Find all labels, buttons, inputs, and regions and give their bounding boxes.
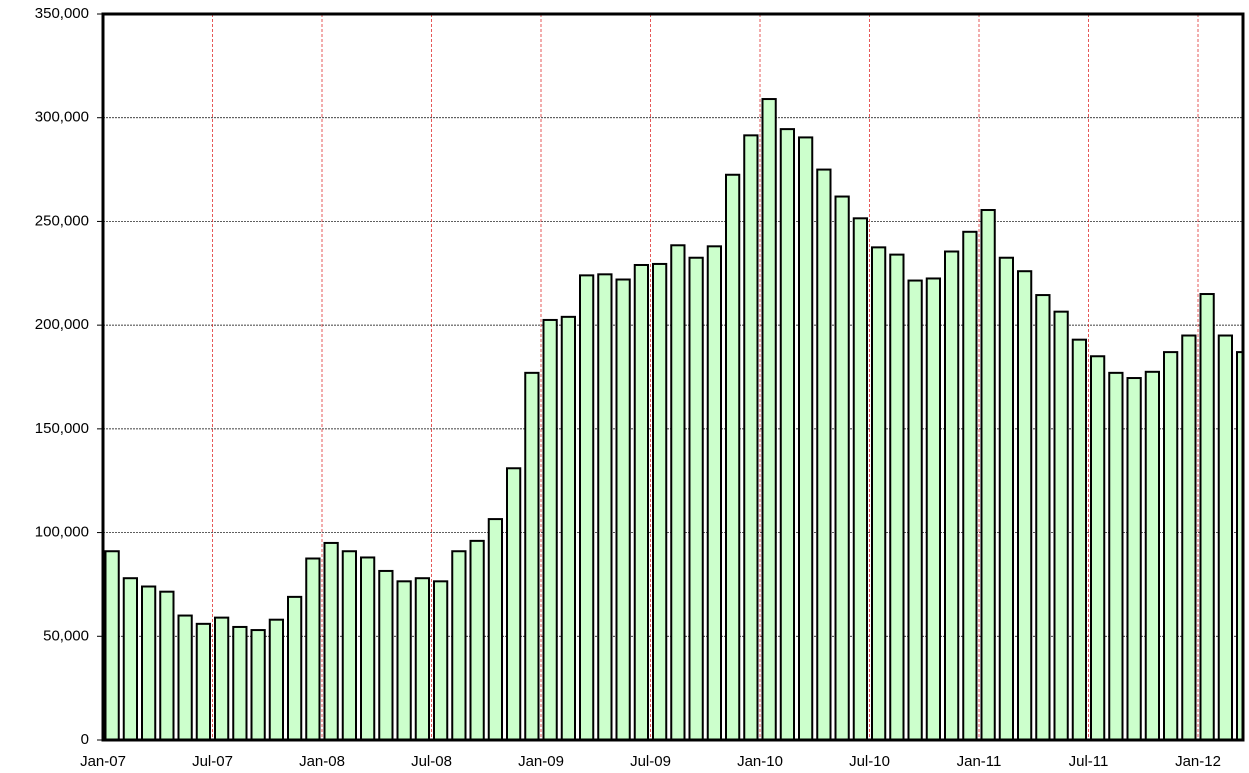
bar	[232, 625, 248, 740]
y-tick-label: 350,000	[35, 5, 89, 22]
bar	[652, 262, 668, 740]
bar	[122, 577, 138, 740]
bar	[104, 550, 120, 740]
bars	[104, 98, 1243, 740]
bar	[1053, 310, 1069, 740]
bar	[1017, 270, 1033, 740]
bar	[305, 557, 321, 740]
bar	[195, 622, 211, 740]
bar	[1144, 370, 1160, 740]
x-tick-label: Jul-10	[849, 753, 890, 770]
bar	[597, 273, 613, 740]
y-tick-label: 250,000	[35, 212, 89, 229]
bar	[944, 250, 960, 740]
x-tick-label: Jan-12	[1175, 753, 1221, 770]
x-tick-label: Jul-09	[630, 753, 671, 770]
x-tick-label: Jul-07	[192, 753, 233, 770]
x-tick-label: Jul-08	[411, 753, 452, 770]
bar	[871, 246, 887, 740]
bar	[615, 278, 631, 740]
bar	[506, 467, 522, 740]
y-tick-label: 50,000	[43, 627, 89, 644]
bar	[579, 274, 595, 740]
bar	[214, 616, 230, 740]
plot-frame	[101, 12, 1245, 742]
y-tick-label: 150,000	[35, 420, 89, 437]
bar	[889, 253, 905, 740]
bar	[688, 256, 704, 740]
y-tick-label: 100,000	[35, 524, 89, 541]
bar	[925, 277, 941, 740]
bar	[1108, 371, 1124, 740]
bar	[1071, 338, 1087, 740]
bar	[414, 577, 430, 740]
bar	[907, 279, 923, 740]
bar	[396, 580, 412, 740]
bar	[980, 209, 996, 740]
bar	[1217, 334, 1233, 740]
bar	[159, 590, 175, 740]
x-tick-label: Jan-11	[957, 753, 1002, 770]
bar	[1090, 355, 1106, 740]
bar	[1035, 294, 1051, 740]
bar	[798, 136, 814, 740]
bar	[323, 541, 339, 740]
bar	[670, 244, 686, 740]
bar	[633, 263, 649, 740]
bar	[834, 195, 850, 740]
x-tick-label: Jan-09	[518, 753, 564, 770]
bar	[341, 550, 357, 740]
bar	[761, 98, 777, 740]
x-tick-label: Jan-08	[299, 753, 345, 770]
bar	[250, 629, 266, 740]
bar	[542, 318, 558, 740]
bar	[1181, 334, 1197, 740]
bar	[1126, 377, 1142, 740]
x-tick-label: Jan-07	[80, 753, 126, 770]
bar	[1236, 351, 1243, 740]
bar	[487, 518, 503, 740]
bar	[560, 315, 576, 740]
bar	[852, 217, 868, 740]
x-tick-label: Jul-11	[1069, 753, 1109, 770]
y-tick-label: 0	[81, 731, 89, 748]
bar	[451, 550, 467, 740]
bar	[706, 245, 722, 740]
bar	[524, 371, 540, 740]
bar	[816, 168, 832, 740]
bar	[779, 128, 795, 740]
bar	[469, 539, 485, 740]
y-tick-label: 300,000	[35, 109, 89, 126]
bar	[433, 580, 449, 740]
bar	[725, 173, 741, 740]
bar	[268, 618, 284, 740]
y-tick-label: 200,000	[35, 316, 89, 333]
bar	[287, 595, 303, 740]
bar	[1199, 293, 1215, 740]
bar	[1163, 351, 1179, 740]
x-tick-label: Jan-10	[737, 753, 783, 770]
bar	[141, 585, 157, 740]
bar	[378, 569, 394, 740]
bar	[360, 556, 376, 740]
bar	[177, 614, 193, 740]
bar	[962, 230, 978, 740]
bar	[998, 256, 1014, 740]
bar	[743, 134, 759, 740]
